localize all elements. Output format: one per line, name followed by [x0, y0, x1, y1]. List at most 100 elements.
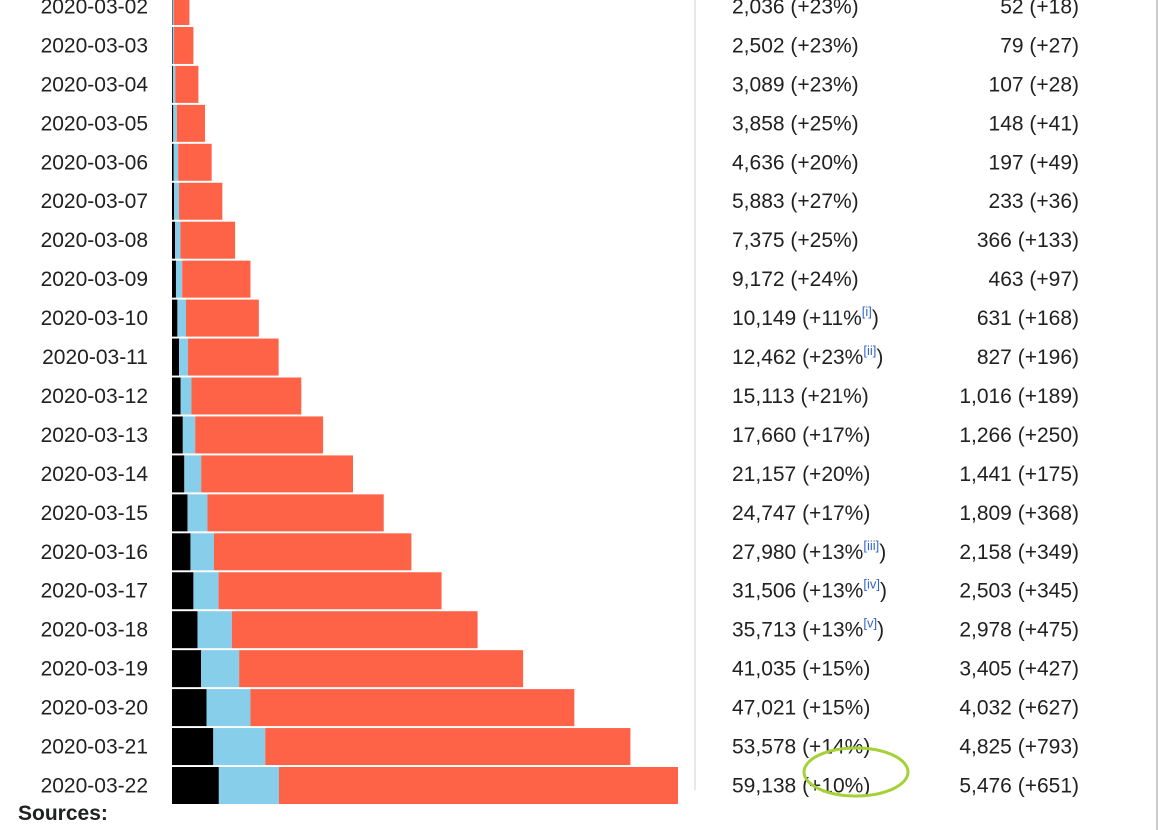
date-label: 2020-03-07: [41, 190, 148, 213]
bar-active: [218, 572, 442, 610]
cases-label: 4,636 (+20%): [732, 151, 859, 174]
bar-recoveries: [172, 0, 174, 25]
deaths-label: 827 (+196): [977, 346, 1079, 369]
bar-recoveries: [172, 65, 176, 103]
bar-active: [195, 416, 324, 454]
date-label: 2020-03-09: [41, 268, 148, 291]
deaths-label: 197 (+49): [989, 151, 1079, 174]
bar-recoveries: [184, 455, 202, 493]
bar-deaths: [172, 455, 185, 493]
footnote-link[interactable]: [ii]: [863, 343, 876, 358]
bar-active: [188, 338, 279, 376]
bar-recoveries: [201, 650, 240, 688]
bar-deaths: [172, 650, 202, 688]
footnote-link[interactable]: [iii]: [863, 538, 879, 553]
bar-recoveries: [206, 689, 251, 727]
bar-deaths: [172, 221, 176, 259]
deaths-label: 1,266 (+250): [959, 424, 1079, 447]
bar-recoveries: [193, 572, 219, 610]
date-label: 2020-03-02: [41, 0, 148, 18]
bar-active: [239, 650, 524, 688]
highlight-ellipse: [802, 746, 910, 798]
bar-active: [174, 26, 194, 64]
bar-deaths: [172, 728, 214, 766]
cases-label: 47,021 (+15%): [732, 697, 870, 720]
cases-label: 15,113 (+21%): [732, 385, 869, 408]
bar-active: [180, 221, 236, 259]
footnote-link[interactable]: [iv]: [863, 577, 880, 592]
deaths-label: 4,825 (+793): [959, 736, 1079, 759]
bar-active: [176, 104, 206, 142]
bar-active: [231, 611, 478, 649]
bar-deaths: [172, 767, 219, 804]
deaths-label: 148 (+41): [989, 112, 1079, 135]
deaths-label: 2,158 (+349): [959, 541, 1079, 564]
deaths-label: 4,032 (+627): [959, 697, 1079, 720]
bar-active: [201, 455, 354, 493]
date-label: 2020-03-15: [41, 502, 148, 525]
bar-recoveries: [213, 728, 266, 766]
deaths-label: 2,978 (+475): [959, 619, 1079, 642]
bar-recoveries: [218, 767, 279, 804]
bar-deaths: [172, 299, 178, 337]
bar-active: [175, 65, 199, 103]
cases-label: 41,035 (+15%): [732, 658, 870, 681]
date-label: 2020-03-11: [42, 346, 148, 369]
bar-active: [213, 533, 412, 571]
deaths-label: 79 (+27): [1000, 34, 1079, 57]
cases-label: 3,089 (+23%): [732, 73, 859, 96]
deaths-label: 5,476 (+651): [959, 774, 1079, 797]
cases-label: 27,980 (+13%[iii]): [732, 538, 886, 564]
date-label: 2020-03-06: [41, 151, 148, 174]
date-label: 2020-03-08: [41, 229, 148, 252]
bar-deaths: [172, 65, 173, 103]
date-label: 2020-03-19: [41, 658, 148, 681]
footnote-link[interactable]: [v]: [863, 616, 877, 631]
date-label: 2020-03-03: [41, 34, 148, 57]
deaths-label: 52 (+18): [1000, 0, 1079, 18]
date-label: 2020-03-21: [41, 736, 148, 759]
bar-deaths: [172, 494, 188, 532]
bar-active: [207, 494, 384, 532]
cases-label: 7,375 (+25%): [732, 229, 859, 252]
cases-label: 17,660 (+17%): [732, 424, 870, 447]
bar-active: [191, 377, 302, 415]
date-label: 2020-03-13: [41, 424, 148, 447]
cases-label: 2,036 (+23%): [732, 0, 859, 18]
date-label: 2020-03-18: [41, 619, 148, 642]
date-label: 2020-03-12: [41, 385, 148, 408]
bar-recoveries: [182, 416, 196, 454]
cases-label: 3,858 (+25%): [732, 112, 859, 135]
bar-deaths: [172, 143, 174, 181]
date-label: 2020-03-14: [41, 463, 149, 486]
cases-label: 59,138 (+10%): [732, 774, 870, 797]
cases-label: 10,149 (+11%[i]): [732, 304, 879, 330]
bar-recoveries: [175, 260, 183, 298]
right-border: [1156, 0, 1158, 830]
bar-recoveries: [180, 377, 192, 415]
bar-recoveries: [175, 221, 181, 259]
bar-recoveries: [173, 104, 177, 142]
footnote-link[interactable]: [i]: [862, 304, 872, 319]
bar-deaths: [172, 104, 174, 142]
labels-layer: 2020-03-02 2,036 (+23%) 52 (+18) 2020-03-03…: [41, 0, 1079, 797]
cases-label: 31,506 (+13%[iv]): [732, 577, 887, 603]
date-label: 2020-03-17: [41, 580, 148, 603]
bar-deaths: [172, 377, 181, 415]
deaths-label: 631 (+168): [977, 307, 1079, 330]
deaths-label: 1,441 (+175): [959, 463, 1079, 486]
bar-active: [182, 260, 251, 298]
bar-recoveries: [173, 143, 179, 181]
bar-recoveries: [179, 338, 189, 376]
bar-deaths: [172, 260, 176, 298]
cases-label: 24,747 (+17%): [732, 502, 870, 525]
bar-deaths: [172, 533, 191, 571]
bar-deaths: [172, 689, 207, 727]
bar-recoveries: [173, 182, 180, 220]
bar-active: [173, 0, 190, 25]
deaths-label: 2,503 (+345): [959, 580, 1079, 603]
bar-recoveries: [187, 494, 208, 532]
deaths-label: 1,809 (+368): [959, 502, 1079, 525]
bar-deaths: [172, 611, 198, 649]
